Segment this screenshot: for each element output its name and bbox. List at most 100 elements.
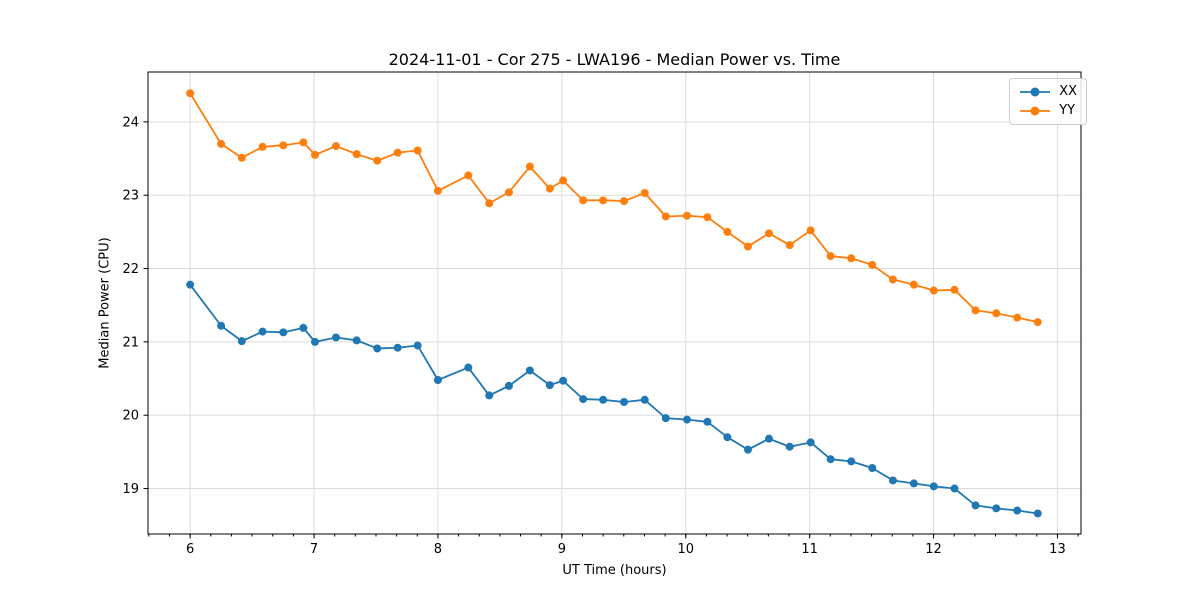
series-yy xyxy=(186,89,1042,327)
data-point xyxy=(826,455,835,464)
data-point xyxy=(433,186,442,195)
data-point xyxy=(258,142,267,151)
data-point xyxy=(847,457,856,466)
data-point xyxy=(806,226,815,235)
data-point xyxy=(393,148,402,157)
data-point xyxy=(186,280,195,289)
data-point xyxy=(299,323,308,332)
legend-label-xx: XX xyxy=(1059,84,1077,99)
data-point xyxy=(971,306,980,315)
series-xx xyxy=(186,280,1042,518)
x-axis-label: UT Time (hours) xyxy=(562,563,667,578)
data-point xyxy=(826,252,835,261)
data-point xyxy=(258,327,267,336)
legend-label-yy: YY xyxy=(1059,103,1076,118)
data-point xyxy=(765,434,774,443)
data-point xyxy=(950,285,959,294)
x-tick-label: 8 xyxy=(434,542,442,557)
y-tick-label: 20 xyxy=(122,409,139,424)
data-point xyxy=(1013,313,1022,322)
plot-spines xyxy=(147,71,1082,535)
data-point xyxy=(545,381,554,390)
series-line-xx xyxy=(189,284,1038,515)
chart-title: 2024-11-01 - Cor 275 - LWA196 - Median P… xyxy=(388,50,841,69)
data-point xyxy=(785,442,794,451)
data-point xyxy=(992,504,1001,513)
data-point xyxy=(765,229,774,238)
data-point xyxy=(640,189,649,197)
x-tick-label: 10 xyxy=(677,542,694,557)
data-point xyxy=(620,398,629,406)
data-point xyxy=(1013,506,1022,515)
data-point xyxy=(279,141,288,150)
series-line-yy xyxy=(189,92,1038,323)
y-tick-label: 19 xyxy=(122,482,139,497)
data-point xyxy=(299,138,308,147)
data-point xyxy=(413,341,422,350)
y-axis-label: Median Power (CPU) xyxy=(97,237,113,369)
data-point xyxy=(682,415,691,424)
legend-marker-yy-icon xyxy=(1020,106,1051,116)
data-point xyxy=(868,260,877,269)
y-tick-label: 21 xyxy=(122,335,139,350)
data-point xyxy=(331,333,340,342)
legend-marker-xx-icon xyxy=(1020,87,1051,97)
data-point xyxy=(393,343,402,352)
x-tick-label: 9 xyxy=(558,542,566,557)
data-point xyxy=(545,184,554,193)
data-point xyxy=(950,484,959,493)
data-point xyxy=(464,171,473,180)
data-point xyxy=(723,433,732,442)
data-point xyxy=(485,199,494,208)
data-point xyxy=(599,196,608,205)
data-point xyxy=(682,211,691,220)
data-point xyxy=(413,146,422,155)
tick-labels: 6 7 8 9 10 11 12 13 19 20 21 22 23 24 xyxy=(122,115,1065,557)
data-point xyxy=(485,391,494,400)
axis-ticks xyxy=(143,121,1079,539)
data-point xyxy=(888,275,897,284)
data-point xyxy=(186,89,195,98)
data-point xyxy=(464,363,473,372)
data-point xyxy=(620,197,629,206)
data-point xyxy=(888,476,897,485)
data-point xyxy=(352,336,361,345)
data-point xyxy=(929,482,938,491)
data-point xyxy=(1033,318,1042,327)
data-point xyxy=(217,321,226,330)
data-point xyxy=(971,501,980,510)
legend-item-yy: YY xyxy=(1018,103,1077,119)
x-tick-label: 11 xyxy=(801,542,818,557)
data-point xyxy=(352,150,361,159)
data-point xyxy=(743,242,752,251)
data-point xyxy=(559,376,568,385)
gridlines xyxy=(148,72,1081,534)
data-point xyxy=(331,142,340,151)
data-point xyxy=(703,417,712,426)
data-point xyxy=(743,445,752,454)
x-tick-label: 7 xyxy=(310,542,318,557)
data-point xyxy=(640,395,649,404)
data-point xyxy=(237,337,246,346)
data-point xyxy=(599,395,608,404)
data-point xyxy=(559,176,568,185)
data-point xyxy=(703,213,712,222)
legend: XX YY xyxy=(1009,78,1087,125)
data-point xyxy=(847,254,856,263)
data-point xyxy=(525,366,534,375)
data-point xyxy=(868,464,877,472)
y-tick-label: 22 xyxy=(122,262,139,277)
data-point xyxy=(504,381,513,390)
data-point xyxy=(929,286,938,295)
data-point xyxy=(311,337,320,346)
data-point xyxy=(279,328,288,337)
data-point xyxy=(806,438,815,447)
data-point xyxy=(1033,509,1042,518)
data-point xyxy=(311,150,320,159)
data-point xyxy=(579,395,588,404)
data-point xyxy=(504,188,513,197)
data-point xyxy=(909,280,918,289)
x-tick-label: 6 xyxy=(186,542,194,557)
data-point xyxy=(785,241,794,250)
